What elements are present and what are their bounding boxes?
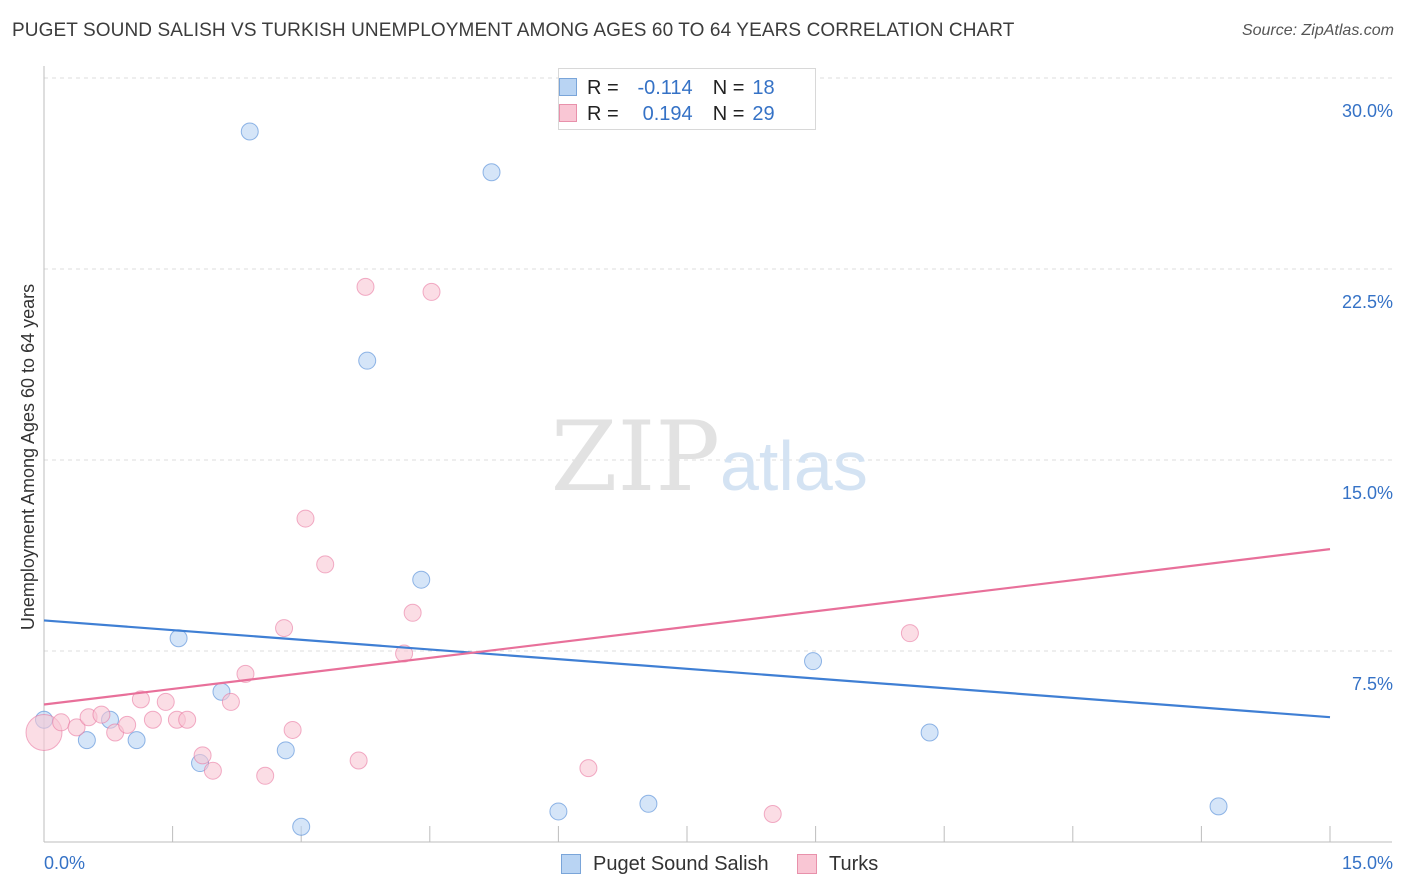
point-puget-sound-salish — [549, 802, 568, 821]
point-turks — [203, 761, 222, 780]
point-puget-sound-salish — [292, 817, 311, 836]
point-turks — [763, 804, 782, 823]
point-turks — [67, 718, 86, 737]
point-puget-sound-salish — [920, 723, 939, 742]
y-tick-label: 22.5% — [1342, 292, 1393, 312]
point-turks — [193, 746, 212, 765]
point-puget-sound-salish — [127, 731, 146, 750]
r-label: R = — [587, 76, 619, 99]
trend-lines — [43, 548, 1331, 719]
point-turks — [579, 759, 598, 778]
legend-item-turks: Turks — [797, 852, 878, 876]
legend-swatch-blue — [559, 78, 577, 96]
watermark-zip: ZIP — [551, 401, 720, 513]
trend-line-puget-sound-salish — [43, 619, 1331, 719]
point-puget-sound-salish — [804, 652, 823, 671]
correlation-legend: R = -0.114 N = 18 R = 0.194 N = 29 — [558, 68, 816, 130]
point-puget-sound-salish — [169, 629, 188, 648]
point-puget-sound-salish — [482, 163, 501, 182]
x-tick-label: 15.0% — [1342, 853, 1393, 873]
grid-lines — [44, 77, 1392, 652]
legend-label: Turks — [829, 852, 879, 875]
point-turks — [403, 603, 422, 622]
point-puget-sound-salish — [276, 741, 295, 760]
point-turks — [275, 619, 294, 638]
r-value: 0.194 — [642, 102, 693, 125]
point-turks — [256, 766, 275, 785]
point-puget-sound-salish — [639, 794, 658, 813]
y-axis-label: Unemployment Among Ages 60 to 64 years — [18, 284, 38, 630]
point-turks — [118, 715, 137, 734]
point-puget-sound-salish — [358, 351, 377, 370]
chart-title: PUGET SOUND SALISH VS TURKISH UNEMPLOYME… — [12, 20, 1015, 41]
point-turks — [156, 692, 175, 711]
legend-item-puget-sound-salish: Puget Sound Salish — [561, 852, 769, 876]
point-turks — [349, 751, 368, 770]
trend-line-turks — [43, 548, 1331, 706]
point-turks — [296, 509, 315, 528]
n-value: 18 — [752, 76, 775, 99]
n-label: N = — [712, 76, 745, 99]
legend-swatch-pink — [797, 854, 817, 874]
point-turks — [178, 710, 197, 729]
point-puget-sound-salish — [77, 731, 96, 750]
watermark-atlas: atlas — [720, 427, 868, 505]
point-turks — [236, 664, 255, 683]
point-turks — [52, 713, 71, 732]
point-turks — [422, 282, 441, 301]
r-value: -0.114 — [637, 76, 693, 99]
legend-swatch-pink — [559, 104, 577, 122]
point-turks — [283, 720, 302, 739]
data-points — [25, 122, 1228, 836]
n-label: N = — [712, 102, 745, 125]
legend-row-turks: R = 0.194 N = 29 — [559, 102, 775, 126]
point-puget-sound-salish — [412, 570, 431, 589]
point-turks — [143, 710, 162, 729]
point-puget-sound-salish — [1209, 797, 1228, 816]
point-turks — [221, 692, 240, 711]
legend-row-puget-sound-salish: R = -0.114 N = 18 — [559, 76, 775, 100]
point-puget-sound-salish — [240, 122, 259, 141]
r-label: R = — [587, 102, 619, 125]
point-turks — [900, 624, 919, 643]
x-tick-label: 0.0% — [44, 853, 85, 873]
tick-labels: 7.5% 15.0% 22.5% 30.0% 0.0% 15.0% — [44, 101, 1393, 873]
legend-swatch-blue — [561, 854, 581, 874]
y-tick-label: 7.5% — [1352, 674, 1393, 694]
point-turks — [92, 705, 111, 724]
point-turks — [316, 555, 335, 574]
legend-label: Puget Sound Salish — [593, 852, 769, 875]
n-value: 29 — [752, 102, 775, 125]
point-turks — [131, 690, 150, 709]
y-tick-label: 30.0% — [1342, 101, 1393, 121]
y-tick-label: 15.0% — [1342, 483, 1393, 503]
point-turks — [356, 277, 375, 296]
source-label: Source: ZipAtlas.com — [1241, 22, 1394, 39]
